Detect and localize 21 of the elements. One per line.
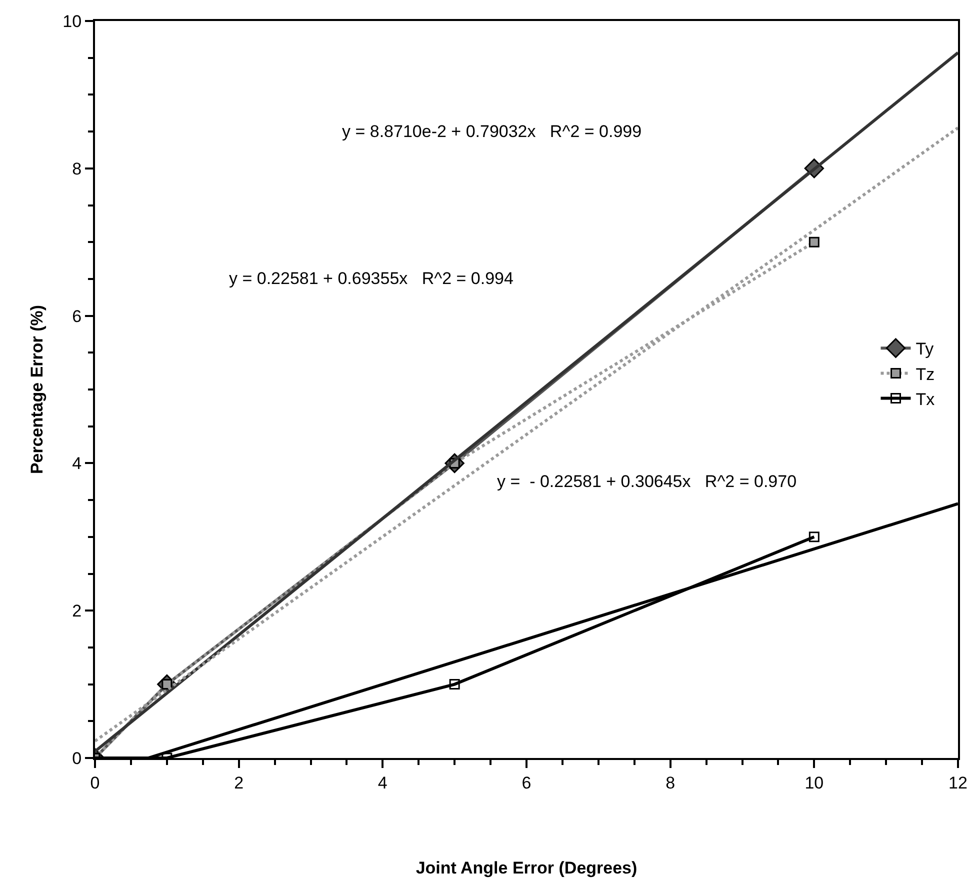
x-tick-label: 12 [948, 773, 968, 792]
y-tick-label: 0 [72, 748, 82, 768]
y-tick-label: 6 [72, 306, 82, 326]
legend-label: Tz [916, 364, 935, 384]
y-tick-label: 8 [72, 159, 82, 178]
legend-label: Ty [916, 340, 934, 359]
legend-label: Tx [916, 390, 936, 409]
y-tick-label: 2 [72, 602, 82, 621]
annotation: y = 0.22581 + 0.69355x R^2 = 0.994 [229, 269, 514, 288]
y-tick-label: 4 [72, 454, 82, 474]
x-tick-label: 10 [804, 773, 824, 792]
y-tick-label: 10 [62, 12, 82, 31]
x-tick-label: 0 [90, 773, 100, 792]
annotation: y = 8.8710e-2 + 0.79032x R^2 = 0.999 [342, 122, 642, 141]
x-tick-label: 2 [234, 773, 244, 792]
annotation: y = - 0.22581 + 0.30645x R^2 = 0.970 [497, 472, 797, 491]
x-tick-label: 6 [522, 773, 532, 792]
x-tick-label: 8 [666, 773, 676, 792]
y-axis-title: Percentage Error (%) [28, 304, 47, 474]
x-tick-label: 4 [378, 773, 388, 792]
x-axis-title: Joint Angle Error (Degrees) [416, 858, 638, 878]
